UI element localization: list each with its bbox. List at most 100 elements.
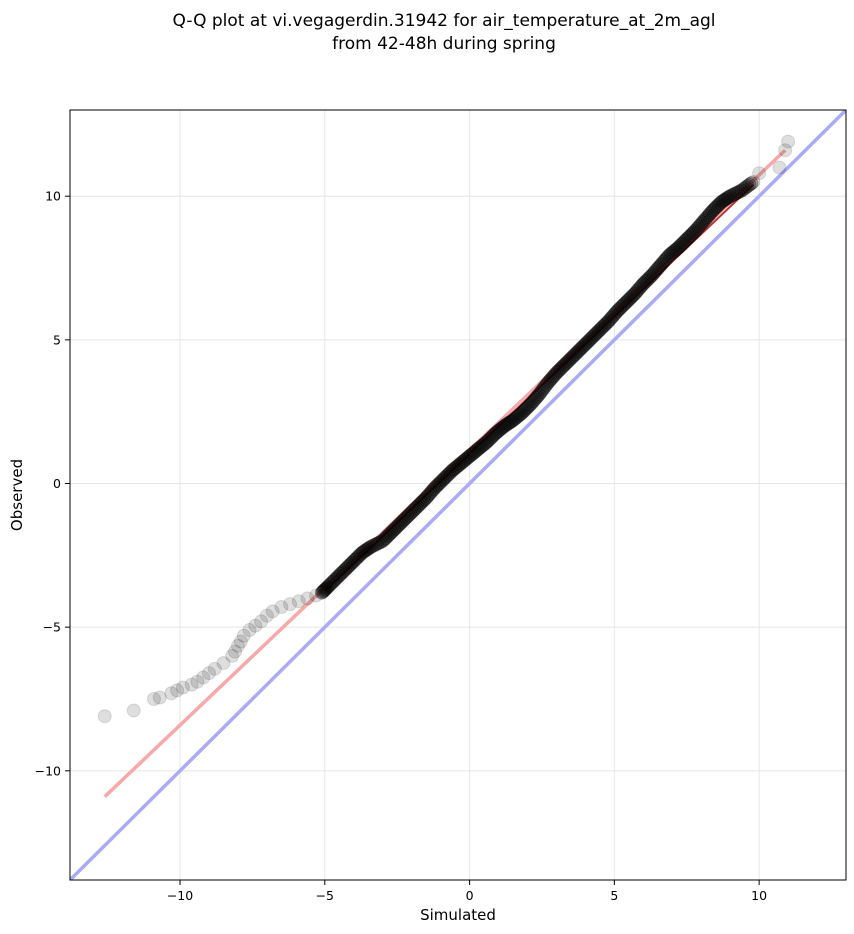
qq-point: [565, 350, 580, 365]
qq-point: [409, 500, 424, 515]
qq-point: [588, 327, 603, 342]
qq-point: [576, 338, 591, 353]
qq-point: [520, 400, 535, 415]
qq-point: [265, 604, 280, 619]
qq-point: [597, 318, 612, 333]
qq-point: [571, 344, 586, 359]
qq-point: [652, 259, 667, 274]
qq-point: [591, 324, 606, 339]
qq-point: [453, 456, 468, 471]
qq-point: [647, 264, 662, 279]
qq-point: [170, 683, 185, 698]
qq-point: [598, 317, 613, 332]
qq-point: [778, 143, 793, 158]
qq-point: [391, 518, 406, 533]
qq-point: [322, 578, 337, 593]
qq-point: [689, 221, 704, 236]
qq-point: [713, 196, 728, 211]
qq-point: [319, 580, 334, 595]
qq-point: [521, 398, 536, 413]
qq-point: [323, 577, 338, 592]
qq-point: [714, 194, 729, 209]
qq-point: [354, 546, 368, 561]
x-tick-label: 5: [610, 888, 618, 903]
qq-point: [497, 419, 512, 434]
qq-point: [710, 199, 725, 214]
qq-point: [445, 463, 460, 478]
qq-point: [673, 238, 688, 253]
qq-point: [656, 254, 671, 269]
qq-point: [524, 395, 539, 410]
qq-point: [610, 304, 625, 319]
qq-point: [569, 345, 584, 360]
qq-point: [511, 408, 526, 423]
points-layer: [97, 134, 796, 724]
qq-point: [373, 534, 388, 549]
qq-point: [435, 473, 450, 488]
qq-point: [614, 299, 629, 314]
qq-point: [339, 561, 354, 576]
qq-point: [482, 431, 497, 446]
qq-point: [314, 585, 329, 600]
qq-point: [397, 512, 412, 527]
qq-point: [382, 526, 397, 541]
qq-point: [417, 492, 432, 507]
qq-point: [436, 472, 451, 487]
qq-point: [414, 495, 429, 510]
qq-point: [461, 450, 476, 465]
qq-point: [594, 321, 609, 336]
qq-point: [672, 239, 687, 254]
qq-point: [492, 422, 507, 437]
qq-point: [329, 571, 344, 586]
qq-point: [723, 189, 738, 204]
qq-point: [691, 220, 706, 235]
qq-point: [618, 295, 633, 310]
qq-point: [581, 334, 596, 349]
qq-point: [404, 505, 419, 520]
qq-point: [704, 205, 719, 220]
qq-point: [346, 554, 361, 569]
qq-point: [352, 548, 367, 563]
qq-point: [705, 203, 720, 218]
qq-point: [394, 515, 409, 530]
qq-point: [380, 529, 395, 544]
qq-point: [97, 709, 112, 724]
qq-point: [555, 360, 570, 375]
x-tick-label: 0: [466, 888, 474, 903]
qq-point: [433, 475, 448, 490]
qq-point: [744, 176, 759, 191]
qq-point: [437, 470, 452, 485]
qq-point: [707, 202, 722, 217]
qq-point: [423, 485, 438, 500]
qq-point: [336, 564, 351, 579]
qq-point: [458, 452, 473, 467]
qq-point: [507, 412, 522, 427]
qq-point: [340, 559, 355, 574]
qq-point: [752, 166, 767, 181]
qq-point: [378, 531, 393, 546]
qq-point: [315, 584, 330, 599]
qq-point: [504, 414, 519, 429]
qq-point: [646, 266, 661, 281]
qq-point: [659, 251, 674, 266]
qq-point: [375, 533, 390, 548]
qq-point: [649, 263, 664, 278]
qq-point: [348, 552, 363, 567]
qq-point: [636, 276, 651, 291]
qq-point: [717, 193, 732, 208]
qq-point: [388, 521, 403, 536]
qq-point: [175, 680, 190, 695]
qq-point: [666, 244, 681, 259]
qq-point: [730, 185, 745, 200]
qq-point: [727, 187, 742, 202]
qq-point: [686, 225, 701, 240]
qq-point: [732, 184, 747, 199]
qq-point: [740, 179, 755, 194]
qq-point: [398, 510, 413, 525]
qq-point: [585, 329, 600, 344]
qq-point: [318, 581, 333, 596]
qq-point: [446, 462, 461, 477]
qq-point: [559, 355, 574, 370]
qq-point: [685, 226, 700, 241]
qq-point: [330, 569, 345, 584]
